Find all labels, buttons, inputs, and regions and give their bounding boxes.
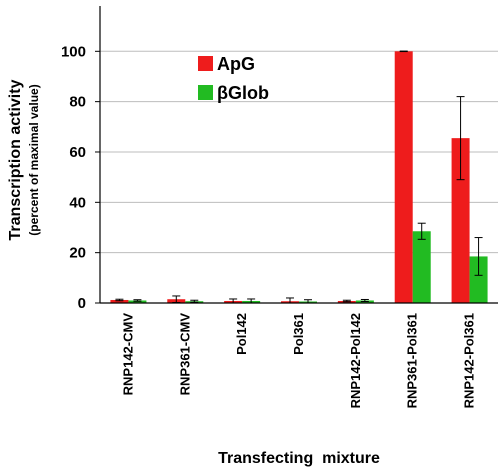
bar-bglob [128, 300, 147, 303]
y-tick-label: 20 [69, 245, 86, 262]
error-bar [342, 299, 351, 303]
y-tick-label: 60 [69, 144, 86, 161]
bars [110, 51, 488, 303]
bar-bglob [412, 231, 431, 303]
x-category-label: RNP361-Pol361 [405, 313, 420, 408]
bar-bglob [469, 256, 488, 303]
axes [95, 6, 498, 304]
legend: ApG βGlob [198, 54, 269, 103]
legend-label: βGlob [217, 83, 269, 103]
bar-apg [110, 299, 129, 303]
error-bar [399, 50, 408, 53]
x-axis-label: Transfecting mixture [218, 450, 380, 467]
bar-apg [451, 138, 470, 303]
bar-apg [394, 51, 413, 303]
legend-item: ApG [198, 54, 255, 74]
legend-swatch [198, 85, 213, 100]
x-category-label: Pol361 [291, 313, 306, 355]
legend-label: ApG [217, 54, 255, 74]
y-axis-label: Transcription activity [7, 79, 24, 240]
error-bar [133, 299, 142, 302]
y-tick-label: 0 [78, 295, 86, 312]
legend-item: βGlob [198, 83, 269, 103]
x-category-label: RNP142-Pol361 [462, 313, 477, 408]
y-tick-label: 40 [69, 194, 86, 211]
x-category-label: RNP142-Pol142 [348, 313, 363, 408]
y-tick-label: 100 [61, 43, 86, 60]
error-bar [474, 237, 483, 276]
y-tick-label: 80 [69, 94, 86, 111]
error-bar [417, 222, 426, 240]
x-category-labels: RNP142-CMV RNP361-CMV Pol142 Pol361 RNP142-P… [120, 313, 476, 409]
legend-swatch [198, 56, 213, 71]
grid-lines [100, 50, 498, 254]
error-bar [115, 298, 124, 302]
x-category-label: Pol142 [234, 313, 249, 355]
x-category-label: RNP361-CMV [177, 313, 192, 396]
y-tick-labels: 0 20 40 60 80 100 [61, 43, 86, 312]
error-bar [456, 96, 465, 181]
y-axis-sublabel: (percent of maximal value) [27, 84, 41, 235]
x-category-label: RNP142-CMV [120, 313, 135, 396]
error-bar [190, 299, 199, 303]
error-bar [360, 298, 369, 302]
